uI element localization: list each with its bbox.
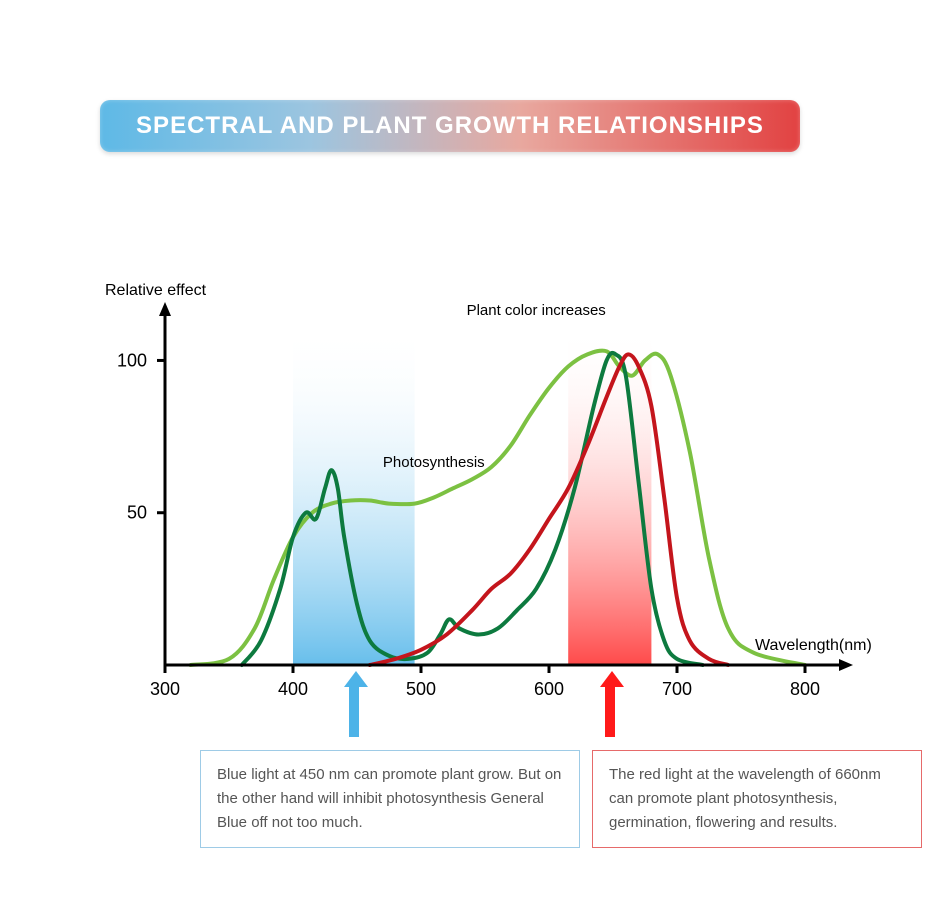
y-axis-label: Relative effect bbox=[105, 282, 207, 299]
x-tick-label: 800 bbox=[790, 679, 820, 699]
chart-area: 300 400 500 600 700 800 50 100 Relative effect Wa… bbox=[50, 270, 880, 870]
x-tick-label: 700 bbox=[662, 679, 692, 699]
red-arrow-icon bbox=[600, 671, 620, 737]
title-text: SPECTRAL AND PLANT GROWTH RELATIONSHIPS bbox=[136, 112, 764, 140]
x-tick-label: 300 bbox=[150, 679, 180, 699]
y-tick-label: 100 bbox=[117, 350, 147, 370]
blue-band bbox=[293, 326, 415, 665]
chart-annotation: Plant color increases bbox=[467, 302, 606, 319]
x-tick-label: 500 bbox=[406, 679, 436, 699]
red-callout: The red light at the wavelength of 660nm… bbox=[592, 750, 922, 848]
x-axis-label: Wavelength(nm) bbox=[755, 637, 872, 654]
photosynthesis-light-green bbox=[191, 351, 805, 665]
y-axis-arrow-icon bbox=[159, 302, 171, 316]
title-banner: SPECTRAL AND PLANT GROWTH RELATIONSHIPS bbox=[100, 100, 800, 152]
x-tick-label: 600 bbox=[534, 679, 564, 699]
blue-callout: Blue light at 450 nm can promote plant g… bbox=[200, 750, 580, 848]
chart-annotation: Photosynthesis bbox=[383, 454, 485, 471]
blue-arrow-icon bbox=[344, 671, 364, 737]
x-tick-label: 400 bbox=[278, 679, 308, 699]
plant-color-red bbox=[370, 354, 728, 665]
y-tick-label: 50 bbox=[127, 503, 147, 523]
spectral-chart: 300 400 500 600 700 800 50 100 Relative effect Wa… bbox=[50, 270, 880, 740]
x-axis-arrow-icon bbox=[839, 659, 853, 671]
